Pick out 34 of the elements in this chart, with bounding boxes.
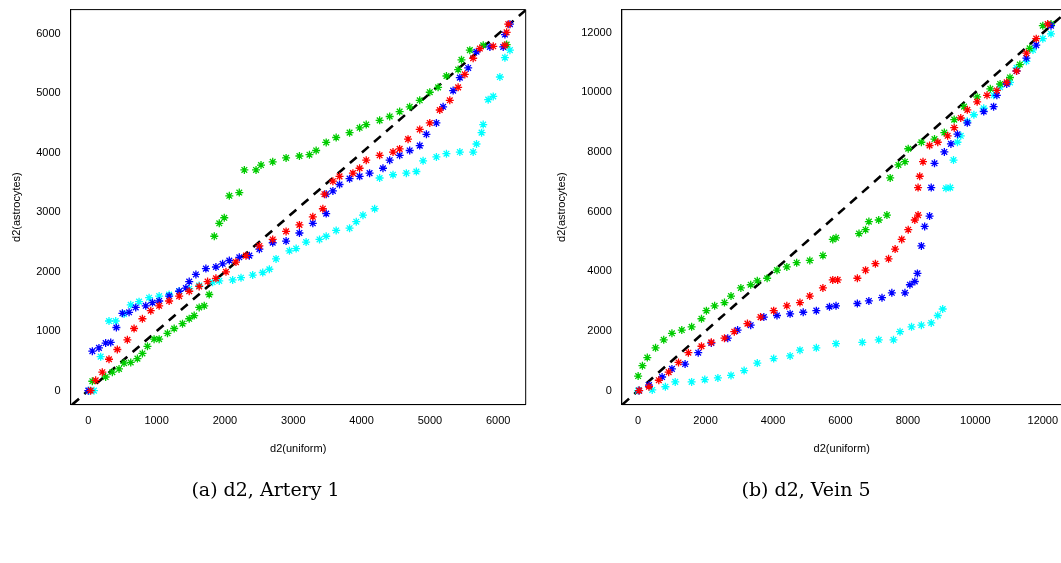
y-tick-label: 1000	[36, 324, 61, 337]
x-axis-title: d2(uniform)	[270, 442, 327, 455]
x-axis-title: d2(uniform)	[813, 442, 870, 455]
y-tick-label: 3000	[36, 205, 61, 218]
y-tick-label: 0	[54, 383, 61, 396]
x-tick-label: 0	[85, 414, 92, 427]
x-tick-label: 2000	[212, 414, 238, 427]
y-tick-label: 8000	[587, 145, 612, 158]
x-tick-label: 5000	[417, 414, 443, 427]
y-tick-label: 2000	[587, 324, 612, 337]
x-tick-label: 12000	[1027, 414, 1059, 427]
y-tick-label: 4000	[587, 264, 612, 277]
x-tick-label: 0	[635, 414, 642, 427]
x-tick-label: 10000	[960, 414, 991, 427]
y-tick-label: 4000	[36, 145, 61, 158]
text: (a) d2, Artery 1	[190, 478, 341, 500]
x-tick-label: 8000	[895, 414, 921, 427]
y-tick-label: 10000	[581, 85, 612, 98]
y-tick-label: 6000	[587, 204, 612, 217]
x-tick-label: 4000	[349, 414, 374, 427]
y-tick-label: 0	[605, 383, 612, 396]
y-axis-title: d2(astrocytes)	[9, 172, 22, 242]
x-tick-label: 1000	[144, 414, 169, 427]
x-tick-label: 6000	[485, 414, 511, 427]
y-tick-label: 2000	[36, 264, 61, 277]
y-tick-label: 5000	[36, 86, 61, 99]
x-tick-label: 4000	[760, 414, 786, 427]
text: (b) d2, Vein 5	[740, 478, 872, 500]
y-axis-title: d2(astrocytes)	[554, 172, 567, 242]
x-tick-label: 2000	[693, 414, 718, 427]
y-tick-label: 6000	[36, 27, 61, 39]
x-tick-label: 6000	[828, 414, 853, 427]
x-tick-label: 3000	[281, 414, 306, 427]
y-tick-label: 12000	[581, 25, 612, 38]
